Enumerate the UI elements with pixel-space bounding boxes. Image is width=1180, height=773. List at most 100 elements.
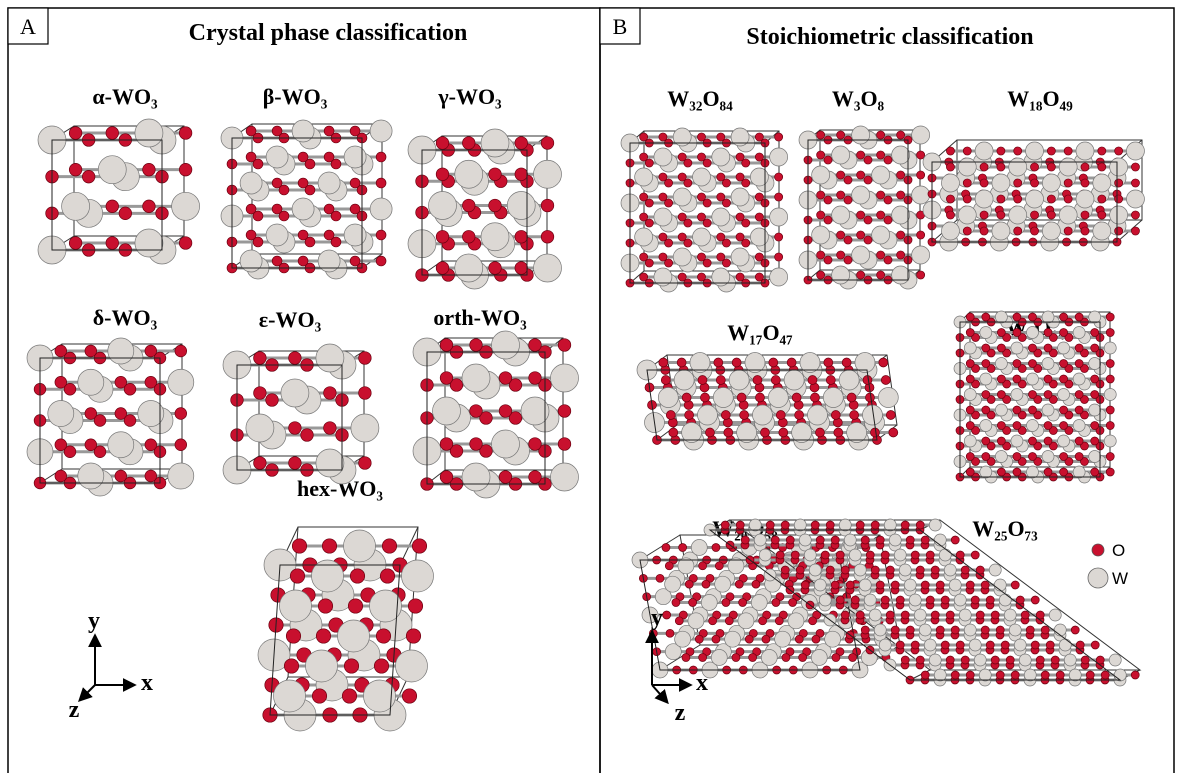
panel-tag: B [613, 14, 628, 39]
oxygen-atom [966, 375, 974, 383]
oxygen-atom [697, 153, 705, 161]
oxygen-atom [897, 191, 905, 199]
oxygen-atom [1098, 163, 1106, 171]
oxygen-atom [826, 566, 834, 574]
oxygen-atom [254, 352, 267, 365]
oxygen-atom [489, 199, 502, 212]
tungsten-atom [832, 266, 850, 284]
oxygen-atom [982, 406, 990, 414]
oxygen-atom [1060, 313, 1068, 321]
tungsten-atom [673, 248, 691, 266]
tungsten-atom [995, 404, 1007, 416]
tungsten-atom [1126, 190, 1144, 208]
oxygen-atom [1064, 195, 1072, 203]
oxygen-atom [837, 191, 845, 199]
oxygen-atom [1081, 179, 1089, 187]
tungsten-atom [691, 540, 707, 556]
tungsten-atom [318, 172, 340, 194]
tungsten-atom [949, 579, 961, 591]
oxygen-atom [837, 171, 845, 179]
crystal-structure [954, 311, 1116, 483]
oxygen-atom [946, 656, 954, 664]
oxygen-atom [826, 521, 834, 529]
oxygen-atom [755, 253, 763, 261]
oxygen-atom [659, 193, 667, 201]
oxygen-atom [640, 193, 648, 201]
oxygen-atom [816, 536, 824, 544]
tungsten-atom [1059, 158, 1077, 176]
tungsten-atom [799, 534, 811, 546]
tungsten-atom [1026, 420, 1038, 432]
oxygen-atom [817, 151, 825, 159]
oxygen-atom [865, 393, 874, 402]
oxygen-atom [489, 168, 502, 181]
oxygen-atom [1091, 641, 1099, 649]
oxygen-atom [877, 251, 885, 259]
oxygen-atom [1044, 329, 1052, 337]
oxygen-atom [640, 153, 648, 161]
oxygen-atom [736, 521, 744, 529]
tungsten-atom [654, 148, 672, 166]
tungsten-atom [989, 564, 1001, 576]
oxygen-atom [1028, 391, 1036, 399]
oxygen-atom [662, 544, 670, 552]
tungsten-atom [929, 519, 941, 531]
oxygen-atom [917, 271, 925, 279]
oxygen-atom [837, 251, 845, 259]
oxygen-atom [558, 438, 571, 451]
tungsten-atom [1026, 466, 1038, 478]
oxygen-atom [350, 126, 360, 136]
oxygen-atom [755, 193, 763, 201]
oxygen-atom [69, 163, 82, 176]
tungsten-atom [551, 364, 579, 392]
oxygen-atom [966, 581, 974, 589]
oxygen-atom [316, 629, 330, 643]
oxygen-atom [809, 617, 817, 625]
oxygen-atom [712, 544, 720, 552]
oxygen-atom [717, 173, 725, 181]
tungsten-atom [492, 430, 520, 458]
oxygen-atom [678, 153, 686, 161]
oxygen-atom [115, 470, 127, 482]
oxygen-atom [997, 422, 1005, 430]
tungsten-atom [108, 432, 134, 458]
oxygen-atom [897, 131, 905, 139]
oxygen-atom [857, 151, 865, 159]
oxygen-atom [324, 422, 337, 435]
oxygen-atom [951, 626, 959, 634]
oxygen-atom [997, 329, 1005, 337]
oxygen-atom [292, 539, 306, 553]
panel-tag: A [20, 14, 36, 39]
axis-arrow [652, 685, 667, 702]
tungsten-atom [912, 246, 930, 264]
oxygen-atom [659, 133, 667, 141]
oxygen-atom [824, 216, 832, 224]
oxygen-atom [515, 262, 528, 275]
oxygen-atom [119, 207, 132, 220]
oxygen-atom [786, 536, 794, 544]
oxygen-atom [980, 163, 988, 171]
oxygen-atom [246, 204, 256, 214]
axis-label: z [69, 697, 80, 723]
tungsten-atom [1089, 404, 1101, 416]
tungsten-atom [292, 198, 314, 220]
tungsten-atom [1064, 654, 1076, 666]
oxygen-atom [741, 536, 749, 544]
oxygen-atom [1098, 147, 1106, 155]
oxygen-atom [1021, 611, 1029, 619]
tungsten-atom [958, 206, 976, 224]
oxygen-atom [697, 253, 705, 261]
tungsten-atom [934, 669, 946, 681]
oxygen-atom [817, 251, 825, 259]
tungsten-atom [894, 549, 906, 561]
tungsten-atom [266, 224, 288, 246]
oxygen-atom [1013, 468, 1021, 476]
tungsten-atom [849, 549, 861, 561]
tungsten-atom [752, 405, 772, 425]
oxygen-atom [106, 127, 119, 140]
oxygen-atom [359, 387, 372, 400]
oxygen-atom [1044, 391, 1052, 399]
oxygen-atom [876, 536, 884, 544]
oxygen-atom [864, 156, 872, 164]
tungsten-atom [869, 609, 881, 621]
